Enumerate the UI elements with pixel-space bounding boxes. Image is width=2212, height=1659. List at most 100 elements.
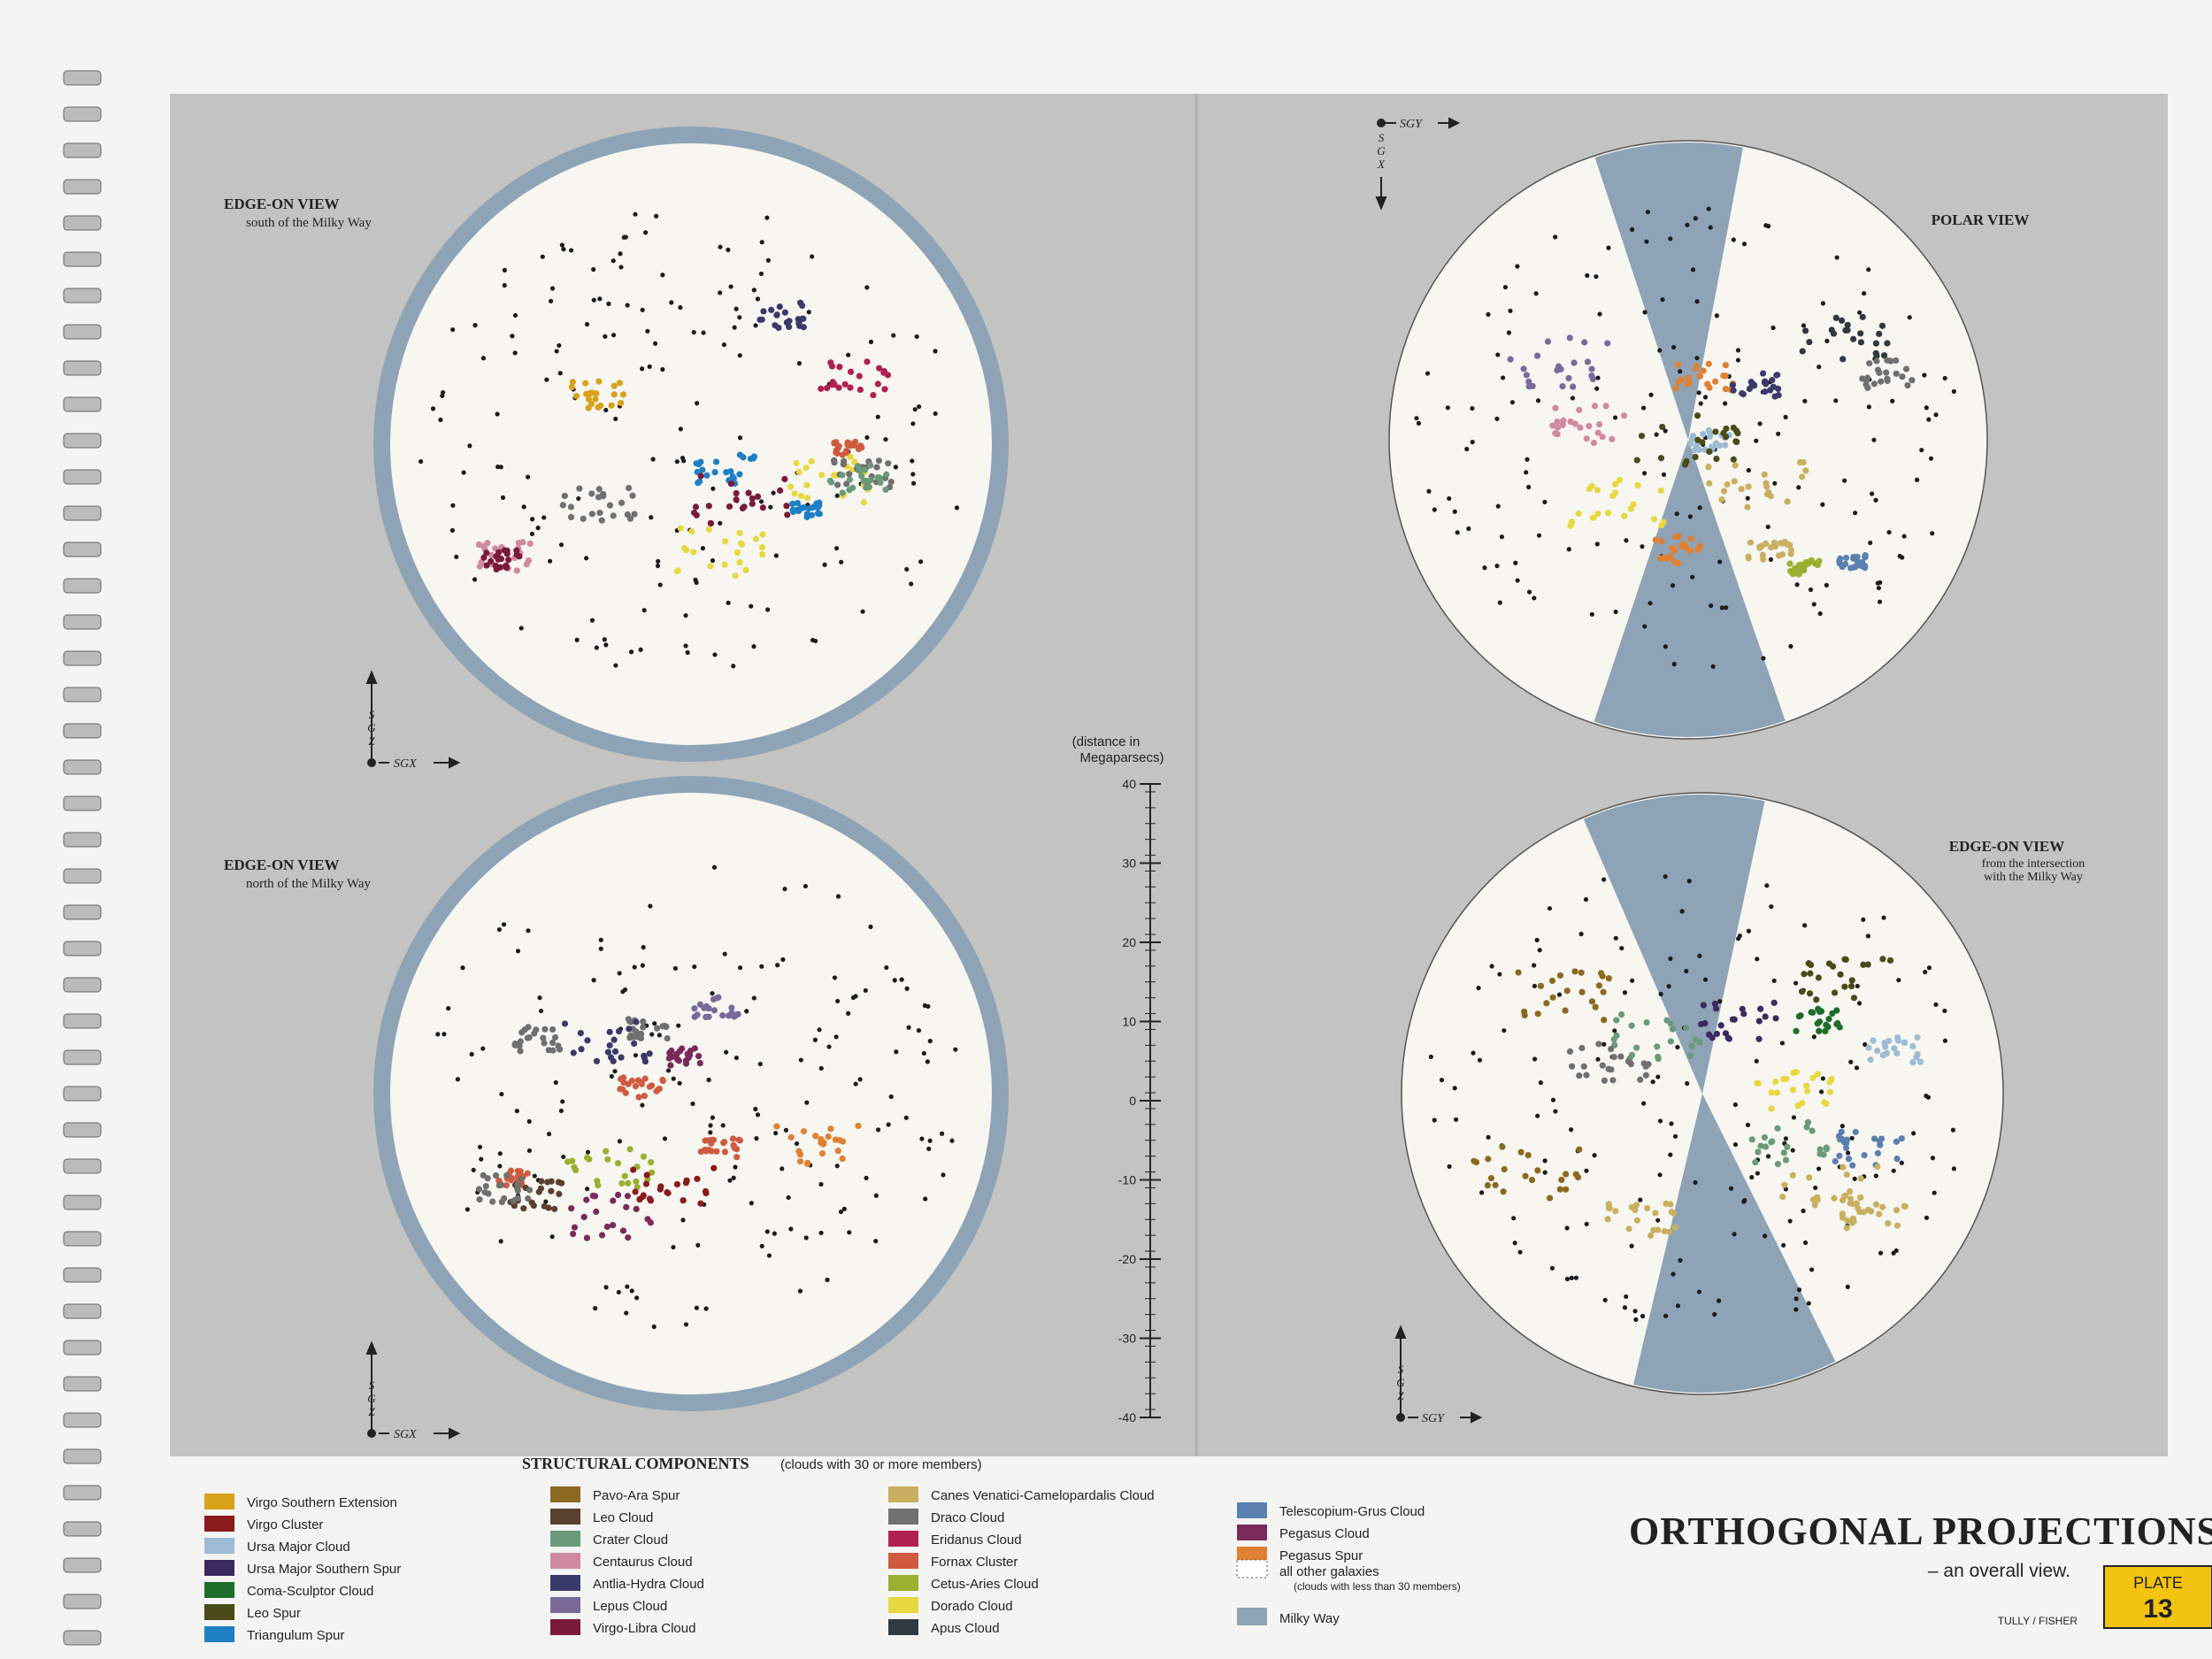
galaxy-dot [701,330,706,335]
galaxy-dot [1850,564,1858,571]
galaxy-dot [780,1166,785,1171]
galaxy-dot [543,1199,549,1204]
galaxy-dot [616,380,623,387]
galaxy-dot [623,1203,630,1210]
galaxy-dot [1881,915,1886,920]
galaxy-dot [1661,1227,1668,1235]
galaxy-dot [700,546,706,551]
galaxy-dot [727,480,734,488]
galaxy-dot [1686,1052,1694,1059]
galaxy-dot [614,1191,622,1199]
galaxy-dot [1876,369,1883,376]
galaxy-dot [480,554,488,561]
galaxy-dot [629,492,636,499]
galaxy-dot [1547,906,1553,911]
galaxy-dot [721,1148,729,1156]
galaxy-dot [549,286,556,291]
galaxy-dot [1824,338,1830,343]
scale-tick-label: -30 [1118,1332,1136,1346]
galaxy-dot [538,1178,545,1185]
galaxy-dot [1522,1172,1529,1179]
galaxy-dot [516,1042,523,1049]
galaxy-dot [773,1131,779,1136]
galaxy-dot [1630,978,1635,983]
galaxy-dot [1552,430,1559,437]
ring [63,1376,102,1392]
galaxy-dot [1693,1179,1698,1185]
galaxy-dot [1552,404,1559,411]
galaxy-dot [1893,1248,1899,1254]
galaxy-dot [918,559,924,565]
galaxy-dot [710,486,716,491]
scale-label: Megaparsecs) [1079,750,1164,765]
galaxy-dot [1696,373,1704,380]
galaxy-dot [1584,1168,1589,1173]
galaxy-dot [1722,1030,1730,1037]
galaxy-dot [1624,1294,1629,1300]
galaxy-dot [551,1205,558,1212]
galaxy-dot [501,922,507,927]
galaxy-dot [1807,961,1815,969]
galaxy-dot [1569,1275,1574,1280]
galaxy-dot [1872,340,1880,347]
galaxy-dot [1867,1056,1874,1064]
galaxy-dot [1696,1039,1703,1046]
galaxy-dot [1641,405,1647,411]
galaxy-dot [814,510,822,517]
galaxy-dot [598,1232,606,1239]
galaxy-dot [1497,972,1502,977]
galaxy-dot [556,1190,563,1198]
galaxy-dot [631,511,638,518]
galaxy-dot [1645,209,1651,215]
galaxy-dot [954,505,960,511]
galaxy-dot [1595,375,1601,380]
galaxy-dot [614,1160,622,1167]
galaxy-dot [1839,1164,1847,1171]
galaxy-dot [454,554,459,559]
galaxy-dot [1768,1139,1775,1146]
galaxy-dot [818,1230,824,1236]
galaxy-dot [1789,1087,1797,1094]
galaxy-dot [634,1295,640,1301]
galaxy-dot [1714,313,1719,319]
galaxy-dot [1428,1054,1433,1060]
galaxy-dot [1523,372,1530,379]
galaxy-dot [1600,988,1607,995]
galaxy-dot [1605,975,1612,982]
galaxy-dot [1549,994,1556,1001]
galaxy-dot [1675,1303,1681,1309]
galaxy-dot [497,1164,503,1169]
galaxy-dot [1843,1225,1850,1232]
galaxy-dot [525,1024,532,1031]
galaxy-dot [640,1153,648,1160]
galaxy-dot [526,1118,532,1125]
galaxy-dot [1601,1041,1607,1047]
galaxy-dot [693,511,700,518]
galaxy-dot [578,1046,585,1053]
galaxy-dot [1813,996,1820,1003]
galaxy-dot [1862,290,1867,296]
galaxy-dot [736,558,743,566]
galaxy-dot [1669,544,1676,551]
galaxy-dot [1696,390,1701,396]
galaxy-dot [1583,435,1590,442]
galaxy-dot [917,403,922,410]
galaxy-dot [596,509,603,517]
galaxy-dot [1893,1207,1901,1214]
galaxy-dot [884,964,889,971]
galaxy-dot [1583,896,1589,902]
galaxy-dot [1757,1005,1764,1012]
ring [63,142,102,158]
galaxy-dot [503,564,511,572]
galaxy-dot [674,567,681,574]
galaxy-dot [922,1002,927,1009]
galaxy-dot [749,495,756,502]
galaxy-dot [1671,1271,1676,1277]
galaxy-dot [1697,505,1702,511]
galaxy-dot [1838,1128,1845,1135]
galaxy-dot [1879,956,1886,963]
galaxy-dot [1484,1182,1491,1189]
galaxy-dot [548,558,553,564]
galaxy-dot [1762,378,1769,385]
galaxy-dot [1861,917,1866,922]
